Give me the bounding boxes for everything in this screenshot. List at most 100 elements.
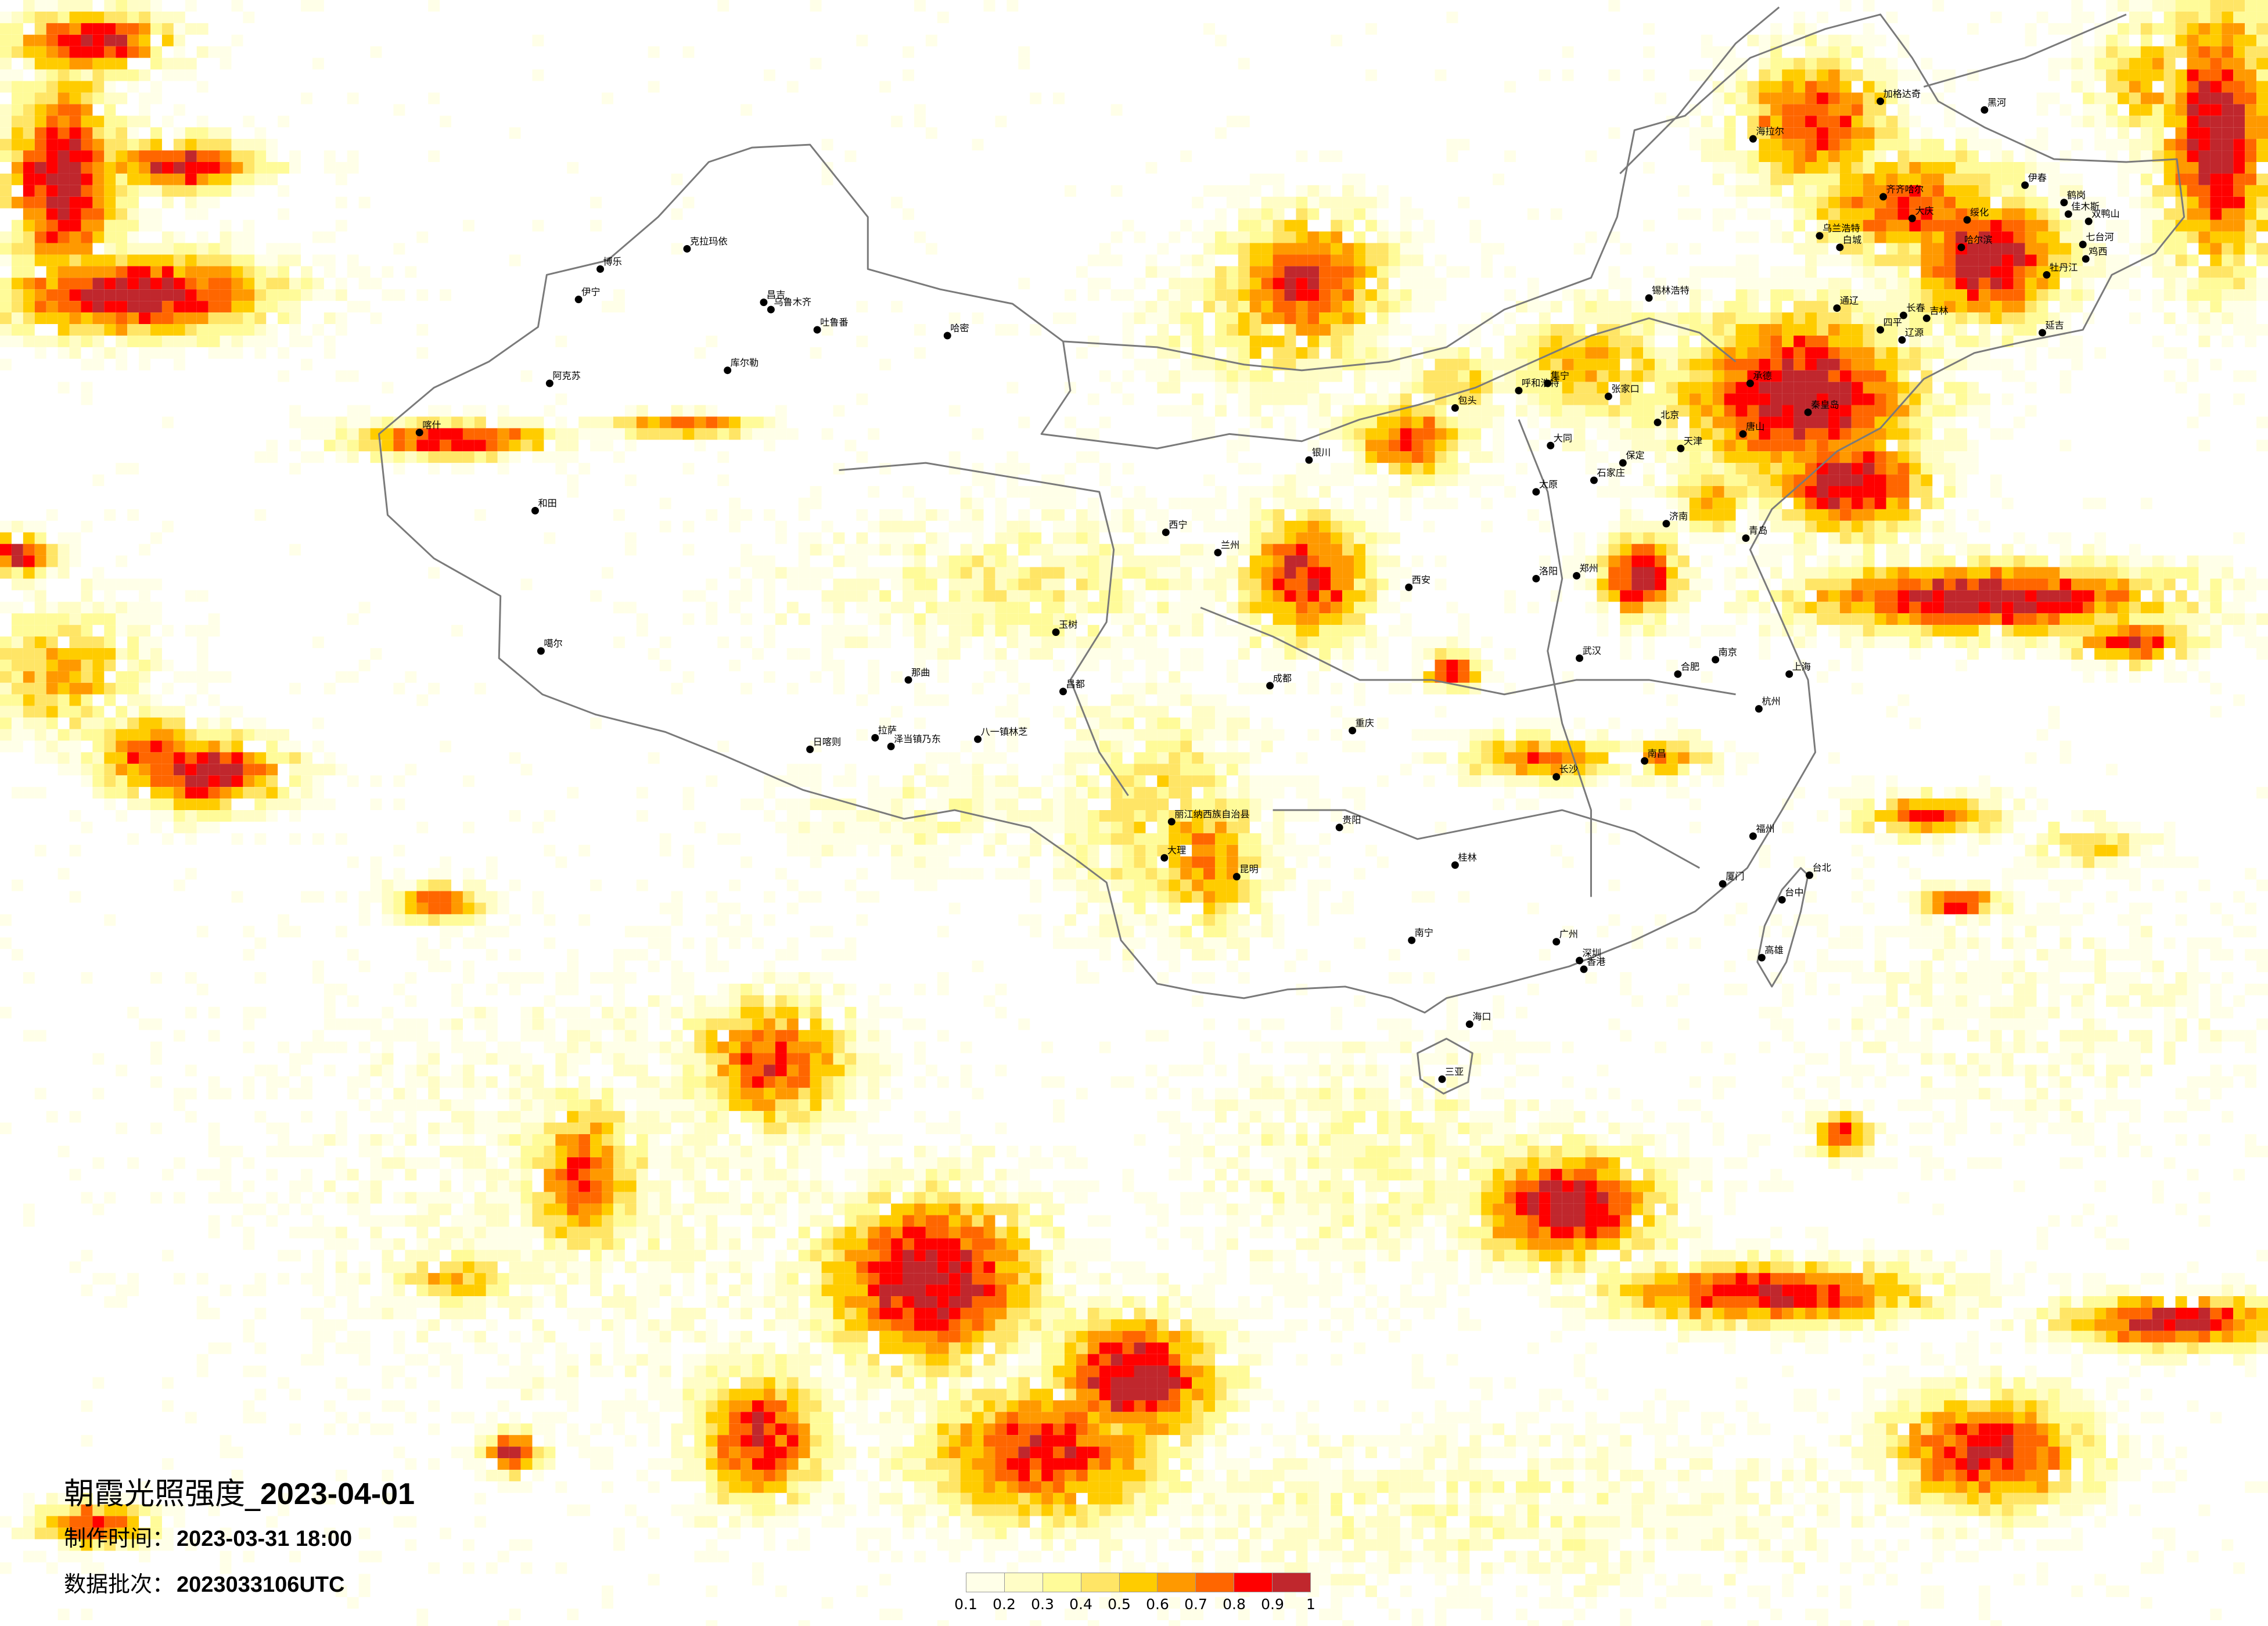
intensity-cell xyxy=(34,555,46,567)
intensity-cell xyxy=(1712,520,1724,533)
intensity-cell xyxy=(567,440,579,452)
intensity-cell xyxy=(127,220,139,232)
intensity-cell xyxy=(1030,648,1042,660)
intensity-cell xyxy=(2245,92,2257,105)
intensity-cell xyxy=(1481,636,1493,649)
intensity-cell xyxy=(1724,162,1736,174)
intensity-cell xyxy=(1504,602,1516,614)
intensity-cell xyxy=(2036,196,2048,208)
intensity-cell xyxy=(1597,625,1609,637)
intensity-cell xyxy=(104,69,116,81)
intensity-cell xyxy=(1076,729,1088,741)
intensity-cell xyxy=(2233,81,2245,93)
intensity-cell xyxy=(1273,648,1285,660)
intensity-cell xyxy=(1365,243,1377,255)
intensity-cell xyxy=(69,347,81,359)
intensity-cell xyxy=(1735,416,1748,429)
intensity-cell xyxy=(567,428,579,440)
intensity-cell xyxy=(2222,335,2234,347)
intensity-cell xyxy=(358,416,371,429)
intensity-cell xyxy=(254,173,267,185)
intensity-cell xyxy=(775,567,787,579)
intensity-cell xyxy=(1839,301,1852,313)
intensity-cell xyxy=(1735,486,1748,498)
intensity-cell xyxy=(2048,57,2060,70)
intensity-cell xyxy=(92,23,105,35)
intensity-cell xyxy=(1712,405,1724,417)
intensity-cell xyxy=(833,682,845,695)
intensity-cell xyxy=(2025,602,2037,614)
intensity-cell xyxy=(1944,220,1956,232)
intensity-cell xyxy=(1423,682,1435,695)
intensity-cell xyxy=(1816,254,1828,267)
intensity-cell xyxy=(1076,509,1088,521)
intensity-cell xyxy=(1273,243,1285,255)
intensity-cell xyxy=(243,11,255,23)
intensity-cell xyxy=(1793,116,1806,128)
intensity-cell xyxy=(821,648,833,660)
intensity-cell xyxy=(2117,613,2129,625)
intensity-cell xyxy=(2222,578,2234,591)
intensity-cell xyxy=(1053,92,1065,105)
intensity-cell xyxy=(2233,196,2245,208)
intensity-cell xyxy=(1515,717,1527,729)
intensity-cell xyxy=(1944,602,1956,614)
intensity-cell xyxy=(23,659,35,671)
intensity-cell xyxy=(1724,127,1736,139)
intensity-cell xyxy=(127,613,139,625)
intensity-cell xyxy=(428,451,440,463)
intensity-cell xyxy=(57,23,70,35)
intensity-cell xyxy=(312,740,324,753)
intensity-cell xyxy=(1643,636,1655,649)
intensity-cell xyxy=(1643,648,1655,660)
intensity-cell xyxy=(1886,463,1898,475)
intensity-cell xyxy=(1030,544,1042,556)
intensity-cell xyxy=(2163,139,2176,151)
intensity-cell xyxy=(1573,358,1586,370)
intensity-cell xyxy=(2163,208,2176,220)
intensity-cell xyxy=(1354,497,1365,509)
intensity-cell xyxy=(81,278,93,290)
intensity-cell xyxy=(1249,370,1261,382)
intensity-cell xyxy=(879,532,892,544)
intensity-cell xyxy=(1851,254,1863,267)
intensity-cell xyxy=(289,324,301,336)
intensity-cell xyxy=(1909,173,1921,185)
intensity-cell xyxy=(81,393,93,405)
intensity-cell xyxy=(1169,266,1181,278)
intensity-cell xyxy=(1666,393,1678,405)
intensity-cell xyxy=(1816,92,1828,105)
intensity-cell xyxy=(2117,590,2129,602)
intensity-cell xyxy=(1724,370,1736,382)
intensity-cell xyxy=(1886,509,1898,521)
intensity-cell xyxy=(1759,636,1771,649)
intensity-cell xyxy=(1828,312,1840,325)
intensity-cell xyxy=(2245,625,2257,637)
intensity-cell xyxy=(706,602,718,614)
intensity-cell xyxy=(347,301,359,313)
intensity-cell xyxy=(2256,254,2268,267)
intensity-cell xyxy=(1851,509,1863,521)
intensity-cell xyxy=(1331,393,1343,405)
intensity-cell xyxy=(1423,370,1435,382)
intensity-cell xyxy=(1214,208,1227,220)
intensity-cell xyxy=(1886,127,1898,139)
intensity-cell xyxy=(1782,162,1794,174)
intensity-cell xyxy=(1515,405,1527,417)
intensity-cell xyxy=(1677,278,1690,290)
intensity-cell xyxy=(161,254,174,267)
intensity-cell xyxy=(220,173,232,185)
intensity-cell xyxy=(1735,196,1748,208)
intensity-cell xyxy=(1759,382,1771,394)
intensity-cell xyxy=(2233,590,2245,602)
intensity-cell xyxy=(1076,266,1088,278)
intensity-cell xyxy=(127,11,139,23)
intensity-cell xyxy=(1689,289,1701,301)
intensity-cell xyxy=(1365,23,1377,35)
intensity-cell xyxy=(1874,463,1886,475)
intensity-cell xyxy=(1793,335,1806,347)
intensity-cell xyxy=(1921,578,1933,591)
intensity-cell xyxy=(2036,92,2048,105)
intensity-cell xyxy=(1978,520,1990,533)
intensity-cell xyxy=(312,231,324,243)
